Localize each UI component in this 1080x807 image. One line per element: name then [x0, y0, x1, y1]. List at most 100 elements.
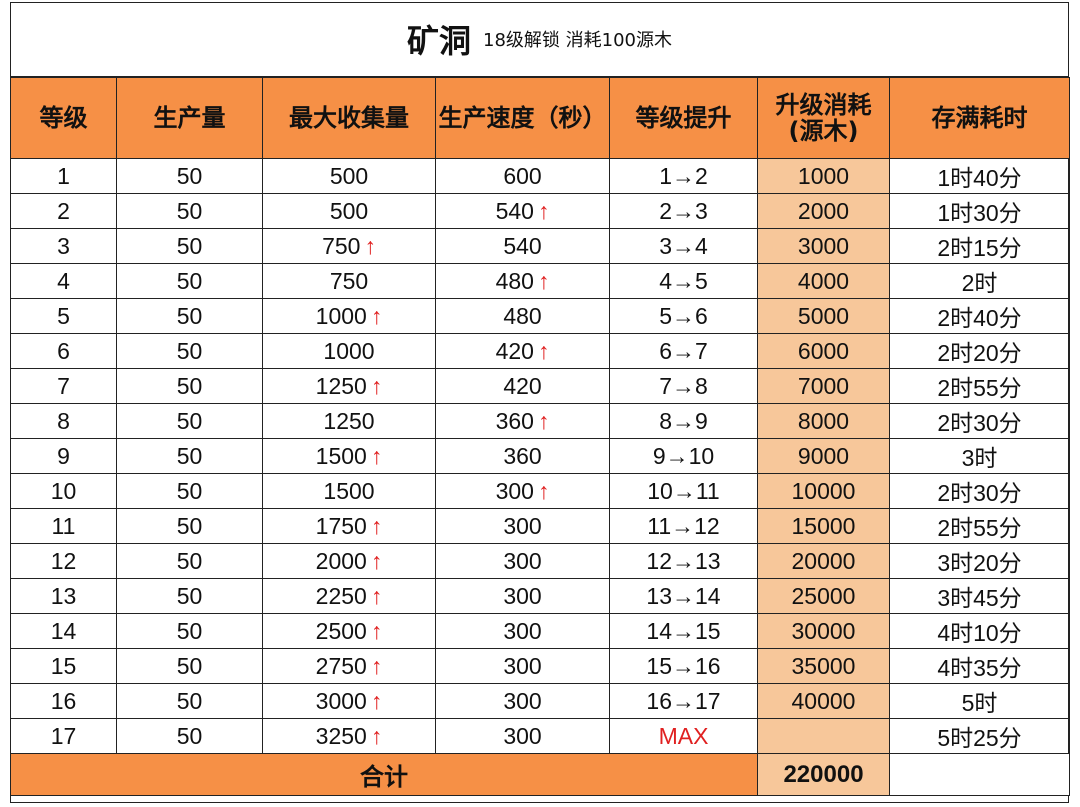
cell-cost: 10000 — [757, 473, 890, 509]
cell-fill-time-value: 3时45分 — [937, 585, 1022, 611]
cell-output-value: 50 — [176, 582, 203, 609]
cell-capacity: 2500 ↑ — [262, 613, 436, 649]
page-subtitle: 18级解锁 消耗100源木 — [483, 30, 672, 51]
cell-cost-value: 2000 — [797, 197, 850, 224]
cell-level: 5 — [10, 298, 117, 334]
cell-output: 50 — [116, 543, 263, 579]
cell-level-value: 4 — [57, 267, 70, 294]
total-blank-cell — [889, 753, 1070, 796]
cell-fill-time-value: 3时20分 — [937, 550, 1022, 576]
cell-fill-time: 1时40分 — [889, 158, 1070, 194]
cell-upgrade-value: 16→17 — [646, 687, 721, 714]
cell-capacity: 750 — [262, 263, 436, 299]
table-body: 1 50 500 600 1→2 1000 1时40分 2 50 500 540 ↑ 2→3 2000 1时… — [10, 158, 1070, 754]
increase-arrow-icon: ↑ — [370, 687, 383, 714]
cell-capacity-value: 3000 — [315, 687, 367, 714]
total-label: 合计 — [10, 753, 758, 796]
cell-speed-value: 300 — [495, 477, 534, 504]
cell-cost-value: 3000 — [797, 232, 850, 259]
table-row: 7 50 1250 ↑ 420 7→8 7000 2时55分 — [10, 368, 1070, 404]
increase-arrow-icon: ↑ — [537, 337, 550, 364]
cell-fill-time-value: 4时35分 — [937, 655, 1022, 681]
table-row: 4 50 750 480 ↑ 4→5 4000 2时 — [10, 263, 1070, 299]
cell-cost: 3000 — [757, 228, 890, 264]
table-row: 9 50 1500 ↑ 360 9→10 9000 3时 — [10, 438, 1070, 474]
cell-capacity: 3000 ↑ — [262, 683, 436, 719]
cell-upgrade: 10→11 — [609, 473, 758, 509]
cell-capacity-value: 1750 — [315, 512, 367, 539]
cell-cost: 9000 — [757, 438, 890, 474]
cell-fill-time-value: 2时30分 — [937, 480, 1022, 506]
cell-capacity-value: 500 — [329, 162, 369, 189]
cell-level-value: 9 — [57, 442, 70, 469]
cell-level-value: 10 — [50, 477, 77, 504]
cell-output: 50 — [116, 368, 263, 404]
cell-cost: 25000 — [757, 578, 890, 614]
cell-upgrade-value: 4→5 — [659, 267, 708, 294]
cell-output: 50 — [116, 158, 263, 194]
cell-cost: 30000 — [757, 613, 890, 649]
cell-upgrade: 6→7 — [609, 333, 758, 369]
cell-upgrade-value: 14→15 — [646, 617, 721, 644]
cell-upgrade: 12→13 — [609, 543, 758, 579]
cell-output-value: 50 — [176, 302, 203, 329]
cell-fill-time-value: 2时15分 — [937, 235, 1022, 261]
cell-capacity-value: 750 — [322, 232, 361, 259]
cell-speed: 540 — [435, 228, 610, 264]
cell-capacity: 1000 — [262, 333, 436, 369]
cell-upgrade: 9→10 — [609, 438, 758, 474]
cell-output: 50 — [116, 193, 263, 229]
cell-speed: 300 — [435, 543, 610, 579]
cell-fill-time: 2时55分 — [889, 508, 1070, 544]
cell-cost: 40000 — [757, 683, 890, 719]
cell-output: 50 — [116, 438, 263, 474]
cell-capacity-value: 3250 — [315, 722, 367, 749]
cell-upgrade: 15→16 — [609, 648, 758, 684]
cell-level-value: 15 — [50, 652, 77, 679]
cell-speed-value: 300 — [503, 687, 542, 714]
cell-capacity: 500 — [262, 193, 436, 229]
cell-speed: 300 — [435, 508, 610, 544]
cell-level: 17 — [10, 718, 117, 754]
cell-cost — [757, 718, 890, 754]
cell-fill-time: 1时30分 — [889, 193, 1070, 229]
cell-capacity-value: 2750 — [315, 652, 367, 679]
cell-upgrade: 3→4 — [609, 228, 758, 264]
cell-output-value: 50 — [176, 407, 203, 434]
cell-capacity-value: 2250 — [315, 582, 367, 609]
cell-cost: 20000 — [757, 543, 890, 579]
header-fill-time: 存满耗时 — [889, 77, 1070, 159]
increase-arrow-icon: ↑ — [537, 267, 550, 294]
cell-capacity-value: 500 — [329, 197, 369, 224]
cell-cost-value: 5000 — [797, 302, 850, 329]
cell-output: 50 — [116, 298, 263, 334]
cell-speed: 300 — [435, 718, 610, 754]
increase-arrow-icon: ↑ — [364, 232, 376, 259]
cell-fill-time-value: 5时25分 — [937, 725, 1022, 751]
cell-capacity: 750 ↑ — [262, 228, 436, 264]
cell-capacity: 1250 — [262, 403, 436, 439]
cell-output-value: 50 — [176, 442, 203, 469]
cell-output: 50 — [116, 718, 263, 754]
cell-output-value: 50 — [176, 197, 203, 224]
table-header-row: 等级 生产量 最大收集量 生产速度（秒） 等级提升 升级消耗 (源木) 存满耗时 — [10, 77, 1070, 159]
cell-capacity: 3250 ↑ — [262, 718, 436, 754]
total-cost: 220000 — [757, 753, 890, 796]
cell-fill-time-value: 2时30分 — [937, 410, 1022, 436]
cell-fill-time: 3时 — [889, 438, 1070, 474]
cell-speed: 300 — [435, 578, 610, 614]
table-row: 2 50 500 540 ↑ 2→3 2000 1时30分 — [10, 193, 1070, 229]
cell-capacity-value: 2500 — [315, 617, 367, 644]
cell-level: 13 — [10, 578, 117, 614]
cell-speed-value: 300 — [503, 547, 542, 574]
cell-output-value: 50 — [176, 477, 203, 504]
cell-upgrade-value: 5→6 — [659, 302, 708, 329]
cell-speed-value: 540 — [495, 197, 534, 224]
cell-output: 50 — [116, 648, 263, 684]
cell-fill-time: 2时20分 — [889, 333, 1070, 369]
cell-upgrade-value: 8→9 — [659, 407, 708, 434]
cell-level: 16 — [10, 683, 117, 719]
cell-capacity-value: 2000 — [315, 547, 367, 574]
cell-output-value: 50 — [176, 547, 203, 574]
cell-cost: 35000 — [757, 648, 890, 684]
